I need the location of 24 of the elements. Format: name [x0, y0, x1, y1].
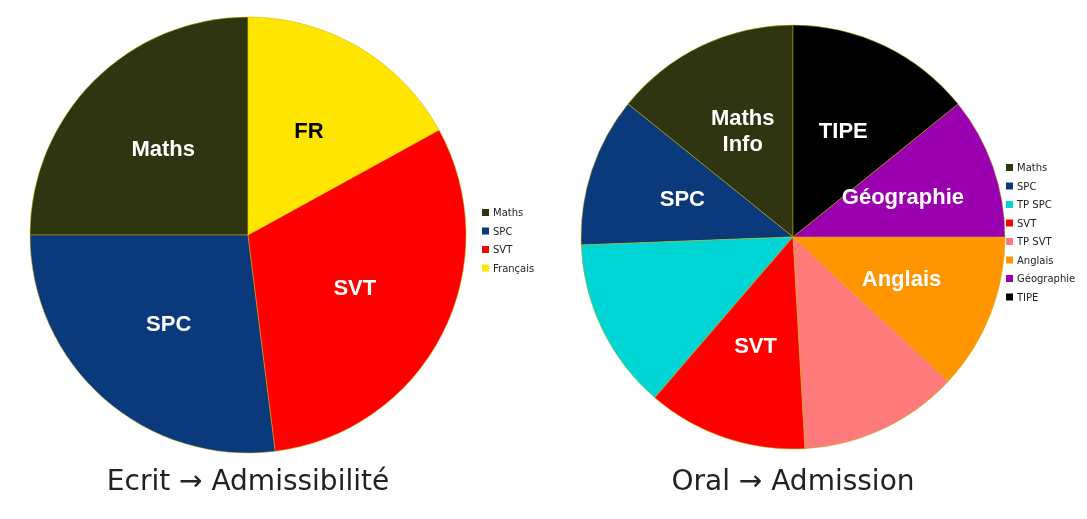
text: TIPE [818, 117, 868, 143]
legend-label: SVT [1017, 217, 1038, 229]
legend-label: TP SPC [1016, 199, 1052, 210]
legend-label: Français [493, 262, 535, 274]
text: Maths [131, 136, 195, 162]
legend-label: Maths [493, 207, 524, 218]
text: Ecrit → Admissibilité [106, 464, 390, 497]
text: SVT [333, 275, 377, 301]
text: SVT [734, 333, 777, 359]
text: SPC [146, 310, 192, 336]
text: SPC [659, 186, 705, 212]
legend-label: Géographie [1017, 273, 1076, 284]
legend-label: TIPE [1016, 291, 1039, 303]
legend-label: SVT [493, 244, 514, 255]
text: Anglais [861, 265, 942, 291]
legend-label: SPC [493, 225, 513, 237]
legend-label: SPC [1017, 180, 1037, 192]
legend-label: Anglais [1017, 254, 1054, 266]
text: Maths Info [710, 104, 775, 156]
text: Géographie [841, 184, 965, 210]
legend-label: Maths [1017, 162, 1048, 173]
legend-label: TP SVT [1016, 236, 1053, 247]
text: Oral → Admission [671, 464, 915, 497]
text: FR [294, 117, 324, 143]
